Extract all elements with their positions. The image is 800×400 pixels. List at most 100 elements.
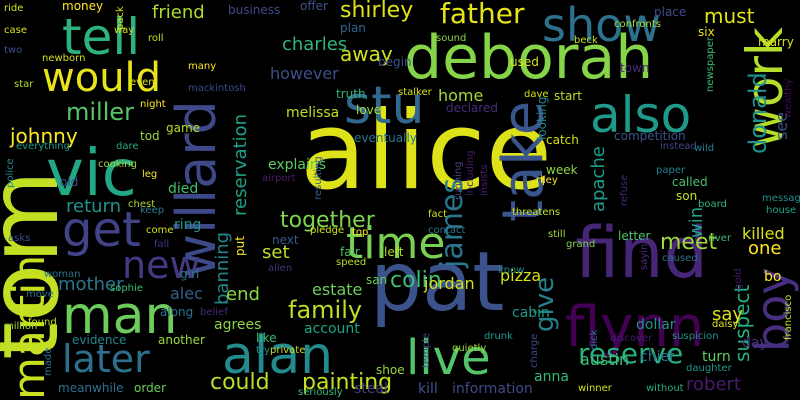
word-pledge-text: pledge [310,225,345,236]
word-move-text: move [26,289,54,300]
word-marry-text: marry [758,35,794,49]
word-gold-text: gold [733,268,744,290]
word-without-text: without [646,383,684,394]
word-get-text: get [62,202,141,258]
word-fair-text: fair [340,245,360,259]
word-town-text: town [620,61,650,75]
word-contact-text: contact [428,225,466,236]
word-found-text: found [28,317,57,328]
word-jordan-text: jordan [424,274,475,293]
word-daisy-text: daisy [712,319,739,330]
word-catch-text: catch [546,133,579,147]
word-new-text: new [122,243,201,287]
word-end-text: end [226,284,260,305]
word-leg-text: leg [142,169,158,180]
word-killed-text: killed [742,224,785,243]
word-time-text: time [346,218,446,269]
word-donald-text: donald [744,72,772,154]
word-dare-text: dare [116,141,139,152]
word-wealthy-text: wealthy [783,78,794,118]
word-dollar-text: dollar [636,317,676,333]
word-shirley-text: shirley [340,0,414,23]
word-shoe-text: shoe [376,363,405,377]
word-board-text: board [698,199,727,210]
word-later-text: later [62,337,150,381]
word-suspicion-text: suspicion [672,331,719,342]
word-cabin-text: cabin [512,305,550,321]
word-instead-text: instead [660,141,697,152]
word-game-text: game [166,121,201,135]
word-week-text: week [546,163,578,177]
word-two-text: two [4,45,23,56]
word-girl-text: girl [180,267,200,281]
word-try-text: try [256,345,270,356]
word-including-text: including [465,150,476,196]
word-austin-text: austin [580,350,630,369]
word-sophie-text: sophie [110,283,143,294]
word-night-text: night [140,99,166,110]
word-dick-text: dick [589,329,600,350]
word-chief-text: chief [640,349,675,365]
word-win-text: win [686,206,707,238]
word-everything-text: everything [16,141,70,152]
word-case-text: case [4,25,27,36]
word-would-text: would [42,55,162,101]
word-police-text: police [5,158,16,188]
word-asks-text: asks [8,233,31,244]
word-reserve-text: reserve [578,337,684,370]
word-ring-text: ring [174,217,202,233]
word-meanwhile-text: meanwhile [58,381,124,395]
word-roll-text: roll [148,33,164,44]
word-home-text: home [438,86,484,105]
word-together-text: together [280,208,375,233]
word-son-text: son [676,189,698,203]
word-begin-text: begin [378,55,412,69]
word-newspaper-text: newspaper [705,37,716,92]
word-anna-text: anna [534,369,569,385]
word-many-text: many [188,61,217,72]
word-melissa-text: melissa [286,105,340,121]
word-top-text: top [352,227,369,238]
word-paper-text: paper [656,165,686,176]
word-threatens-text: threatens [512,207,561,218]
word-kill-text: kill [418,381,438,397]
word-newborn-text: newborn [42,53,86,64]
word-along-text: along [160,305,194,319]
word-live-text: live [406,330,491,386]
word-stalker-text: stalker [398,87,432,98]
word-estate-text: estate [312,280,363,299]
word-dave-text: dave [524,89,549,100]
word-keep-text: keep [140,205,165,216]
word-business-text: business [228,3,281,17]
word-friend-text: friend [152,2,205,23]
word-put-text: put [233,236,247,256]
word-information-text: information [452,381,533,397]
word-eventually-text: eventually [354,131,417,145]
word-running-text: running [453,161,464,200]
word-order-text: order [134,381,166,395]
word-turn-text: turn [702,349,731,365]
word-man-text: man [62,286,178,346]
word-painting-text: painting [302,370,393,395]
word-sound-text: sound [436,33,467,44]
word-johnny-text: johnny [10,124,78,148]
word-tell-text: tell [62,8,141,66]
word-alice-text: alice [300,89,553,214]
word-belief-text: belief [200,307,228,318]
word-looking-text: looking [535,96,549,140]
word-chest-text: chest [128,199,156,210]
word-tod-text: tod [140,129,160,143]
word-quietly-text: quietly [452,343,487,354]
word-confronts-text: confronts [614,19,661,30]
word-charge-text: charge [529,333,540,368]
word-apache-text: apache [588,146,609,212]
word-mackintosh-text: mackintosh [188,83,246,94]
word-wild-text: wild [694,143,715,154]
word-grand-text: grand [566,239,596,250]
word-offer-text: offer [300,0,328,13]
word-like-text: like [256,331,277,345]
word-evidence-text: evidence [72,333,127,347]
word-made-text: made [43,347,54,376]
word-colin-text: colin [390,268,442,293]
